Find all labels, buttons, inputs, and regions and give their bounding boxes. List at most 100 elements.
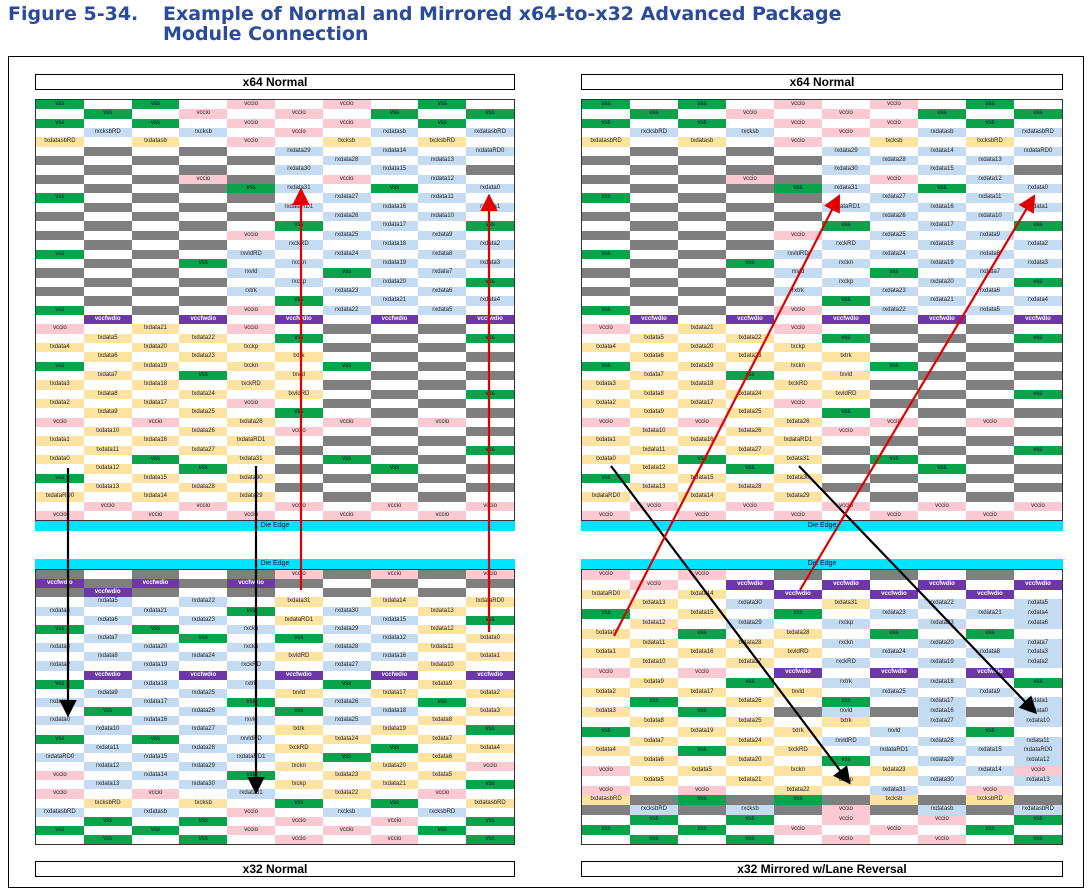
pin-empty (418, 361, 467, 371)
pin-empty (630, 202, 678, 213)
pin-empty (131, 597, 180, 607)
pin-vss: vss (678, 118, 726, 129)
pin-empty (582, 736, 630, 747)
pin-rxdata24: rxdata24 (322, 249, 371, 259)
pin-empty (322, 380, 371, 390)
pin-empty (870, 570, 918, 580)
pin-empty (131, 615, 180, 625)
pin-vss: vss (774, 609, 822, 619)
pin-empty (83, 492, 132, 502)
pin-txdata28: txdata28 (726, 638, 774, 649)
pin-empty (36, 389, 84, 399)
pin-empty (582, 202, 630, 213)
pin-empty (630, 795, 678, 806)
pin-row: vss vss vccio vccio vss (582, 118, 1062, 129)
pin-txcksbrd: txcksbRD (966, 795, 1014, 806)
pin-row: txdata12 vss vss (36, 464, 514, 474)
pin-row: vss txdata19 txckn vss (582, 361, 1062, 371)
pin-row: vss vss rxvldRD txdata24 txdata7 (36, 734, 514, 744)
pin-empty (630, 492, 678, 502)
pin-empty (966, 165, 1014, 175)
pin-row: vss txdata15 txdata30 (582, 473, 1062, 484)
pin-empty (582, 658, 630, 668)
pin-empty (630, 455, 678, 465)
pin-empty (726, 118, 774, 129)
pin-vss: vss (36, 473, 84, 484)
pin-rxdata0: rxdata0 (466, 184, 514, 194)
pin-empty (227, 156, 275, 166)
pin-empty (370, 643, 419, 653)
pin-rxdata23: rxdata23 (870, 286, 918, 297)
pin-empty (227, 389, 275, 399)
pin-vccio: vccio (726, 174, 774, 185)
pin-rxdatasbrd: rxdatasbRD (466, 128, 514, 138)
pin-rxdata29: rxdata29 (918, 756, 966, 766)
pin-empty (131, 156, 180, 166)
pin-txdata6: txdata6 (630, 756, 678, 766)
pin-vccio: vccio (870, 417, 918, 428)
pin-empty (918, 174, 966, 185)
pin-empty (179, 202, 228, 213)
pin-rxdata2: rxdata2 (1014, 240, 1062, 250)
pin-empty (36, 146, 84, 157)
pin-empty (83, 240, 132, 250)
pin-rxdata24: rxdata24 (870, 648, 918, 659)
pin-txdata13: txdata13 (630, 599, 678, 610)
pin-rxdata27: rxdata27 (322, 661, 371, 671)
pin-empty (1014, 193, 1062, 203)
pin-vccio: vccio (227, 324, 275, 334)
pin-txdata20: txdata20 (370, 761, 419, 772)
x64-normal-grid-right: vss vss vccio vccio vss vss vccio vccio vss vss vs… (581, 99, 1063, 521)
pin-txdata10: txdata10 (630, 658, 678, 668)
pin-vccio: vccio (582, 570, 630, 580)
pin-empty (227, 597, 275, 607)
pin-empty (918, 389, 966, 399)
pin-empty (83, 789, 132, 799)
pin-empty (822, 193, 870, 203)
pin-empty (322, 342, 371, 353)
pin-txdata31: txdata31 (227, 455, 275, 465)
pin-empty (1014, 570, 1062, 580)
pin-empty (83, 825, 132, 836)
pin-rxdata20: rxdata20 (370, 277, 419, 287)
pin-empty (1014, 370, 1062, 381)
pin-empty (227, 314, 275, 325)
pin-empty (83, 118, 132, 129)
pin-rxdatard0: rxdataRD0 (1014, 746, 1062, 757)
pin-empty (630, 417, 678, 428)
pin-empty (966, 314, 1014, 325)
pin-txdata19: txdata19 (678, 361, 726, 371)
pin-vss: vss (179, 258, 228, 269)
pin-empty (918, 212, 966, 222)
pin-vss: vss (83, 835, 132, 844)
pin-empty (131, 633, 180, 644)
pin-empty (227, 408, 275, 418)
pin-txdata0: txdata0 (582, 455, 630, 465)
pin-empty (918, 324, 966, 334)
pin-empty (966, 775, 1014, 786)
pin-rxdata11: rxdata11 (83, 743, 132, 753)
pin-empty (83, 137, 132, 147)
pin-empty (1014, 464, 1062, 474)
pin-txdata5: txdata5 (678, 765, 726, 776)
pin-empty (726, 324, 774, 334)
pin-rxdata17: rxdata17 (370, 221, 419, 231)
pin-empty (918, 342, 966, 353)
pin-empty (83, 221, 132, 231)
pin-vss: vss (466, 780, 514, 790)
pin-empty (370, 473, 419, 484)
pin-empty (918, 511, 966, 520)
pin-empty (1014, 427, 1062, 437)
pin-empty (870, 677, 918, 688)
pin-rxdata11: rxdata11 (418, 193, 467, 203)
pin-rxdata5: rxdata5 (1014, 599, 1062, 610)
pin-txdata30: txdata30 (774, 473, 822, 484)
pin-empty (726, 687, 774, 698)
pin-empty (774, 445, 822, 456)
pin-vss: vss (179, 816, 228, 826)
pin-rxdata23: rxdata23 (179, 615, 228, 625)
pin-vss: vss (1014, 109, 1062, 119)
pin-rxvld: rxvld (227, 716, 275, 726)
